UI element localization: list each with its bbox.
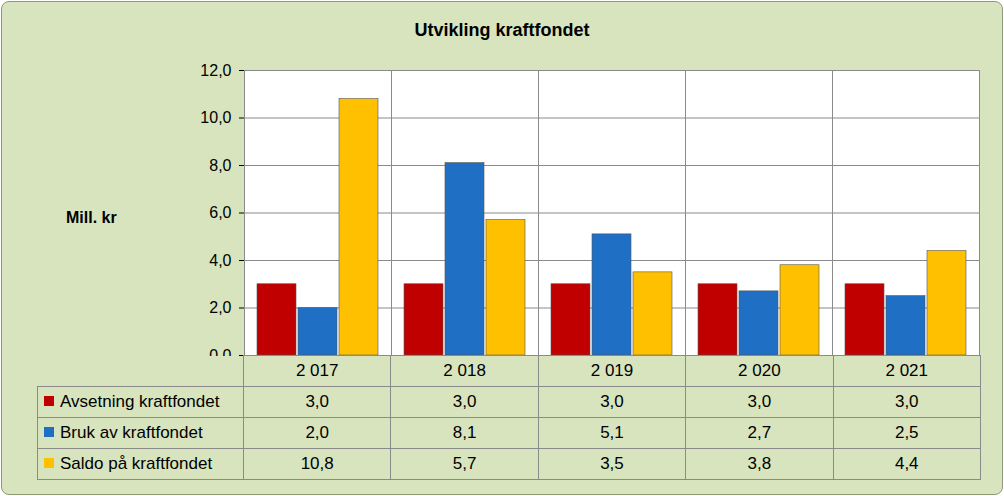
html-text:8,1: 8,1 [452, 423, 477, 442]
svg-text:12,0: 12,0 [200, 62, 231, 79]
html-text:2 021: 2 021 [885, 361, 928, 380]
svg-text:4,0: 4,0 [209, 252, 231, 269]
html-text:2 017: 2 017 [295, 361, 339, 380]
html-text:Saldo på kraftfondet: Saldo på kraftfondet [60, 454, 213, 473]
html-text:5,7: 5,7 [452, 454, 477, 473]
html-text:3,5: 3,5 [600, 454, 624, 473]
html-text:2,5: 2,5 [894, 423, 919, 442]
html-text:3,0: 3,0 [600, 392, 624, 411]
html-text:3,0: 3,0 [894, 392, 919, 411]
html-text:Bruk av kraftfondet: Bruk av kraftfondet [60, 423, 203, 442]
svg-text:6,0: 6,0 [209, 204, 231, 221]
html-text:3,8: 3,8 [747, 454, 772, 473]
html-text:10,8: 10,8 [300, 454, 334, 473]
svg-text:10,0: 10,0 [200, 109, 231, 126]
html-text:Avsetning kraftfondet: Avsetning kraftfondet [60, 392, 220, 411]
svg-text:2,0: 2,0 [209, 299, 231, 316]
html-text:3,0: 3,0 [452, 392, 477, 411]
svg-text:8,0: 8,0 [209, 157, 231, 174]
html-text:3,0: 3,0 [747, 392, 772, 411]
html-text:Utvikling kraftfondet: Utvikling kraftfondet [414, 20, 590, 40]
html-text:2 020: 2 020 [738, 361, 781, 380]
html-text:2,7: 2,7 [747, 423, 772, 442]
html-text:2 019: 2 019 [590, 361, 634, 380]
html-text:4,4: 4,4 [894, 454, 919, 473]
html-text:2 018: 2 018 [443, 361, 486, 380]
html-text:5,1: 5,1 [600, 423, 624, 442]
html-text:2,0: 2,0 [305, 423, 329, 442]
html-text:3,0: 3,0 [305, 392, 329, 411]
html-text:Mill. kr: Mill. kr [66, 209, 117, 226]
